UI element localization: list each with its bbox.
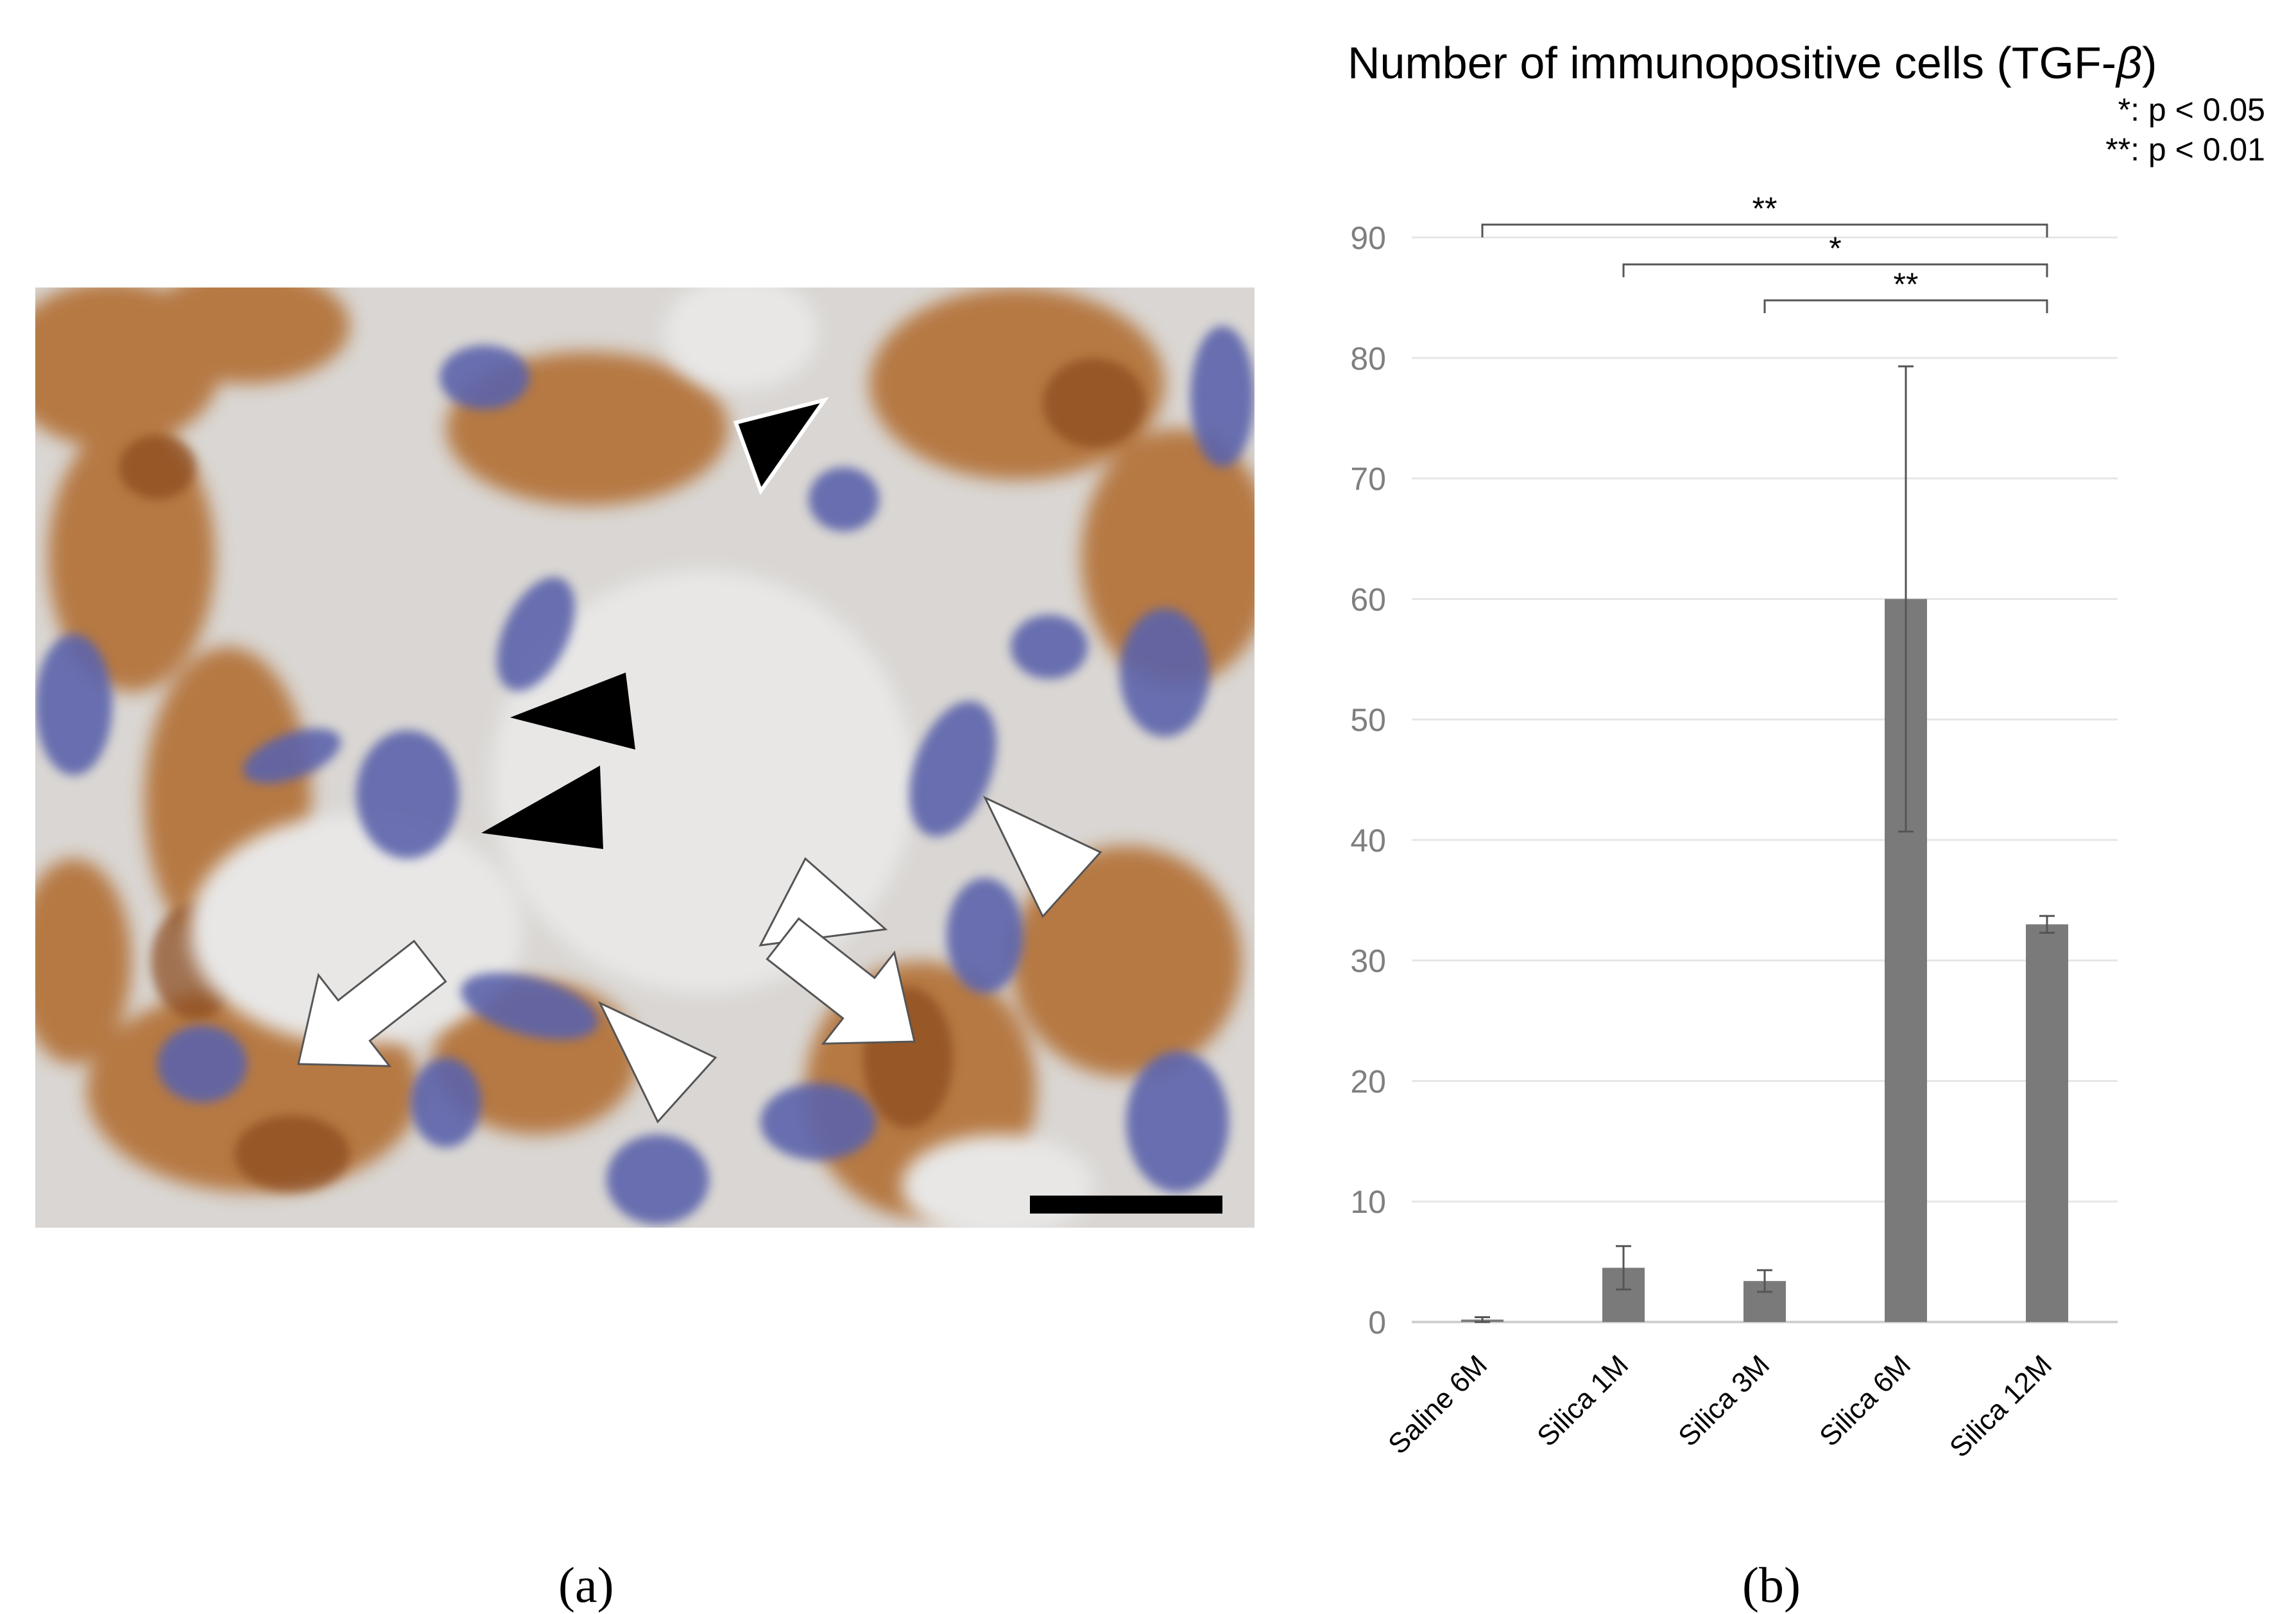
bar bbox=[2026, 924, 2068, 1322]
significance-note-1: *: p < 0.05 bbox=[2118, 92, 2265, 128]
panel-label-b: (b) bbox=[1742, 1557, 1801, 1613]
black-arrowhead bbox=[733, 397, 829, 495]
y-tick-label: 70 bbox=[1350, 461, 1386, 497]
x-tick-label: Saline 6M bbox=[1382, 1349, 1493, 1460]
black-arrowhead bbox=[481, 766, 603, 849]
scale-bar bbox=[1030, 1196, 1222, 1214]
significance-bracket bbox=[1622, 263, 2048, 277]
x-tick-label: Silica 3M bbox=[1672, 1349, 1776, 1452]
y-tick-label: 10 bbox=[1350, 1184, 1386, 1220]
x-tick-label: Silica 12M bbox=[1944, 1349, 2058, 1463]
significance-note-2: **: p < 0.01 bbox=[2105, 132, 2265, 167]
y-tick-label: 20 bbox=[1350, 1063, 1386, 1099]
y-tick-label: 90 bbox=[1350, 220, 1386, 256]
y-tick-label: 40 bbox=[1350, 823, 1386, 859]
y-tick-label: 30 bbox=[1350, 943, 1386, 979]
nuclei bbox=[35, 326, 1255, 1224]
black-arrowhead bbox=[510, 673, 635, 750]
significance-label: * bbox=[1829, 230, 1841, 266]
y-tick-label: 80 bbox=[1350, 341, 1386, 377]
significance-label: ** bbox=[1894, 266, 1919, 302]
significance-bracket bbox=[1763, 299, 2048, 313]
chart-title-greek: β bbox=[2115, 38, 2142, 88]
bar-chart: Number of immunopositive cells (TGF-β) *… bbox=[1348, 38, 2265, 1464]
white-arrowhead bbox=[982, 795, 1102, 918]
chart-title: Number of immunopositive cells (TGF-β) bbox=[1348, 38, 2157, 88]
x-tick-label: Silica 1M bbox=[1531, 1349, 1634, 1452]
plot-area: 0 10 20 30 40 50 60 70 80 90 Saline 6M Silica 1M Sil… bbox=[1350, 191, 2118, 1464]
white-arrow bbox=[297, 940, 447, 1067]
micrograph-image bbox=[35, 288, 1255, 1228]
significance-label: ** bbox=[1752, 191, 1778, 227]
y-tick-label: 50 bbox=[1350, 702, 1386, 738]
white-arrowhead bbox=[597, 1000, 717, 1124]
white-arrow bbox=[766, 917, 916, 1045]
y-tick-label: 60 bbox=[1350, 581, 1386, 617]
x-tick-label: Silica 6M bbox=[1813, 1349, 1917, 1452]
panel-label-a: (a) bbox=[558, 1557, 614, 1613]
significance-bracket bbox=[1481, 223, 2048, 237]
y-tick-label: 0 bbox=[1368, 1305, 1386, 1341]
